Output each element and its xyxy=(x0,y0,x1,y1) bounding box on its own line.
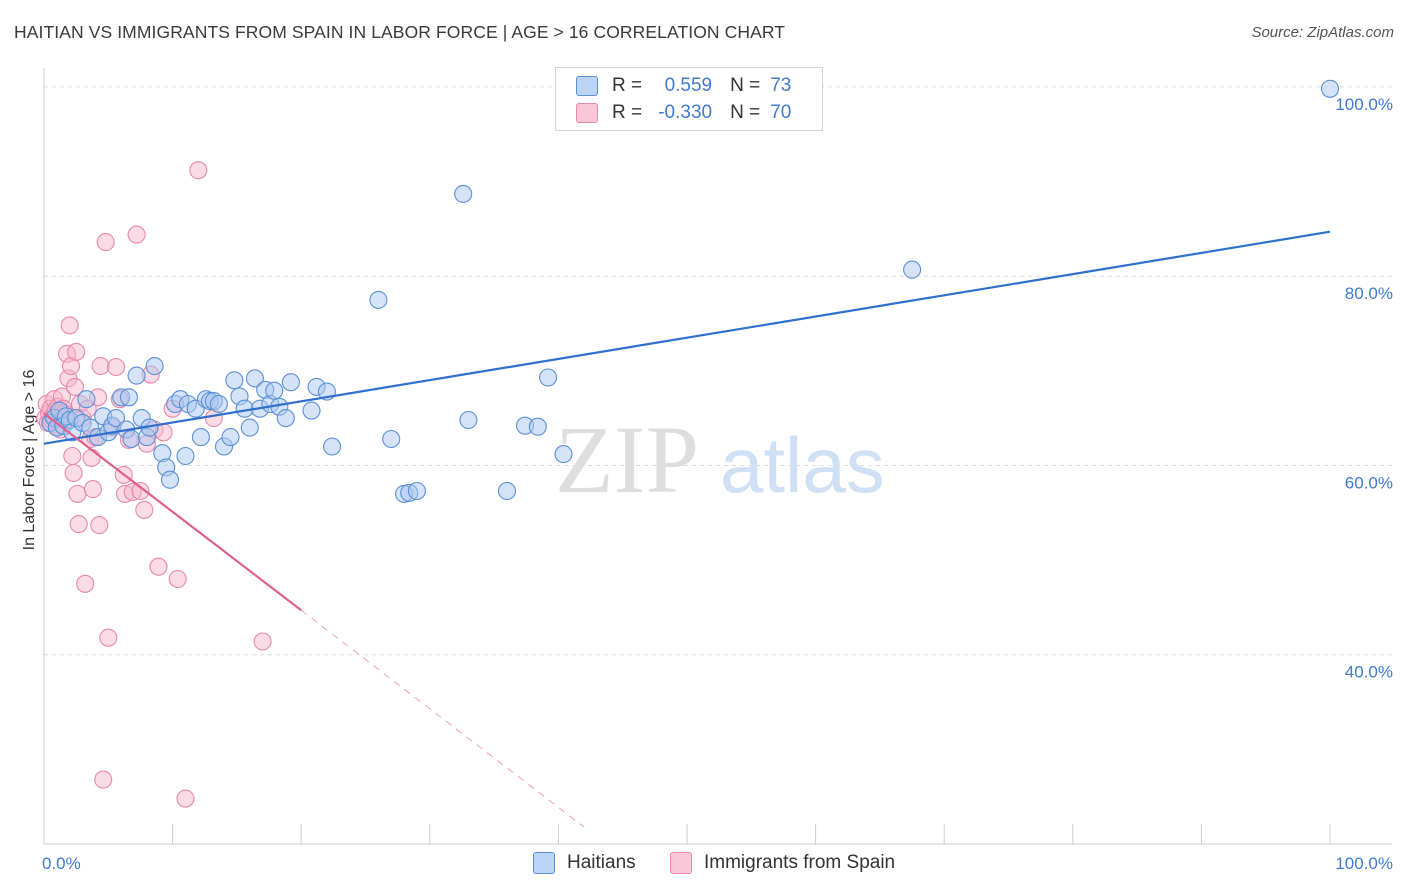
watermark-zip: ZIP xyxy=(555,406,699,513)
data-point-haitian xyxy=(1320,79,1340,98)
data-point-haitian xyxy=(276,409,295,428)
data-point-haitian xyxy=(539,368,558,387)
legend-r-value: -0.330 xyxy=(658,102,713,123)
data-point-haitian xyxy=(191,428,210,447)
data-point-haitian xyxy=(323,437,342,456)
legend-r-label: R = xyxy=(612,102,643,123)
trend-extension-spain xyxy=(300,609,585,828)
x-ticks xyxy=(43,824,1331,844)
data-point-spain xyxy=(91,357,110,376)
legend-n-label: N = xyxy=(730,102,761,123)
data-point-haitian xyxy=(77,390,96,409)
series-haitians-points xyxy=(41,79,1340,503)
data-point-haitian xyxy=(127,366,146,385)
y-tick-label: 80.0% xyxy=(1345,284,1393,303)
data-point-haitian xyxy=(281,373,300,392)
legend-swatch-haitians xyxy=(533,852,555,874)
watermark-atlas: atlas xyxy=(720,421,885,509)
data-point-spain xyxy=(176,789,195,808)
watermark: ZIP atlas xyxy=(555,406,885,513)
data-point-spain xyxy=(67,342,86,361)
data-point-spain xyxy=(69,515,88,534)
legend-n-value: 73 xyxy=(770,75,792,96)
legend-r-label: R = xyxy=(612,75,643,96)
data-point-haitian xyxy=(459,410,478,430)
legend-r-value: 0.559 xyxy=(664,75,713,96)
data-point-haitian xyxy=(122,429,141,449)
data-point-haitian xyxy=(497,481,517,501)
trend-line-spain xyxy=(43,412,302,612)
data-point-spain xyxy=(64,463,83,483)
y-tick-labels: 40.0% 60.0% 80.0% 100.0% xyxy=(1335,95,1393,682)
data-point-haitian xyxy=(145,357,164,376)
data-point-spain xyxy=(168,569,187,589)
legend-row-haitians: R = 0.559 N = 73 xyxy=(576,73,791,99)
x-tick-label-min: 0.0% xyxy=(42,854,81,873)
data-point-spain xyxy=(96,233,115,252)
legend-label-spain: Immigrants from Spain xyxy=(704,852,896,873)
data-point-spain xyxy=(131,481,150,501)
trend-line-haitians xyxy=(43,230,1331,445)
data-point-haitian xyxy=(225,371,244,390)
data-point-haitian xyxy=(221,428,240,447)
data-point-spain xyxy=(65,377,84,396)
series-immigrants-from-spain-points xyxy=(36,161,272,808)
data-point-spain xyxy=(253,632,272,651)
y-tick-label: 100.0% xyxy=(1335,95,1393,114)
data-point-haitian xyxy=(119,388,138,407)
legend-item-spain: Immigrants from Spain xyxy=(670,852,895,874)
data-point-spain xyxy=(94,770,113,789)
data-point-haitian xyxy=(302,401,321,420)
data-point-spain xyxy=(106,357,126,377)
data-point-haitian xyxy=(903,260,922,279)
data-point-haitian xyxy=(454,184,473,203)
y-tick-label: 60.0% xyxy=(1345,473,1393,492)
grid-lines xyxy=(44,86,1392,656)
data-point-haitian xyxy=(554,445,573,464)
data-point-haitian xyxy=(369,290,388,309)
data-point-spain xyxy=(82,448,101,467)
legend-row-spain: R = -0.330 N = 70 xyxy=(576,100,791,126)
source-label: Source: ZipAtlas.com xyxy=(1251,24,1394,41)
axes xyxy=(43,68,1392,845)
data-point-spain xyxy=(63,446,82,466)
data-point-spain xyxy=(149,557,168,576)
legend-swatch-haitians xyxy=(576,76,598,96)
chart-title: HAITIAN VS IMMIGRANTS FROM SPAIN IN LABO… xyxy=(14,22,786,42)
x-tick-labels: 0.0% 100.0% xyxy=(42,854,1393,873)
data-point-spain xyxy=(76,574,95,593)
y-tick-label: 40.0% xyxy=(1345,663,1393,682)
data-point-haitian xyxy=(245,369,264,388)
data-point-haitian xyxy=(160,470,180,489)
series-legend: Haitians Immigrants from Spain xyxy=(0,852,1406,878)
data-point-spain xyxy=(68,484,87,503)
data-point-spain xyxy=(135,500,154,519)
legend-swatch-spain xyxy=(576,103,598,123)
legend-label-haitians: Haitians xyxy=(567,852,636,873)
legend-n-label: N = xyxy=(730,75,761,96)
data-point-spain xyxy=(60,316,79,335)
stats-legend: R = 0.559 N = 73 R = -0.330 N = 70 xyxy=(555,67,823,131)
legend-item-haitians: Haitians xyxy=(533,852,636,874)
data-point-haitian xyxy=(209,394,228,414)
data-point-haitian xyxy=(240,418,259,437)
legend-n-value: 70 xyxy=(770,102,792,123)
data-point-spain xyxy=(127,225,146,244)
data-point-spain xyxy=(189,161,208,180)
data-point-haitian xyxy=(382,429,401,449)
legend-swatch-spain xyxy=(670,852,692,874)
data-point-spain xyxy=(83,480,102,499)
data-point-haitian xyxy=(407,481,426,501)
trend-lines xyxy=(43,230,1331,828)
data-point-spain xyxy=(99,628,118,647)
data-point-haitian xyxy=(528,417,547,436)
data-point-haitian xyxy=(265,381,284,400)
data-point-haitian xyxy=(106,409,126,428)
data-point-haitian xyxy=(176,446,195,466)
data-point-spain xyxy=(90,516,109,535)
x-tick-label-max: 100.0% xyxy=(1335,854,1393,873)
